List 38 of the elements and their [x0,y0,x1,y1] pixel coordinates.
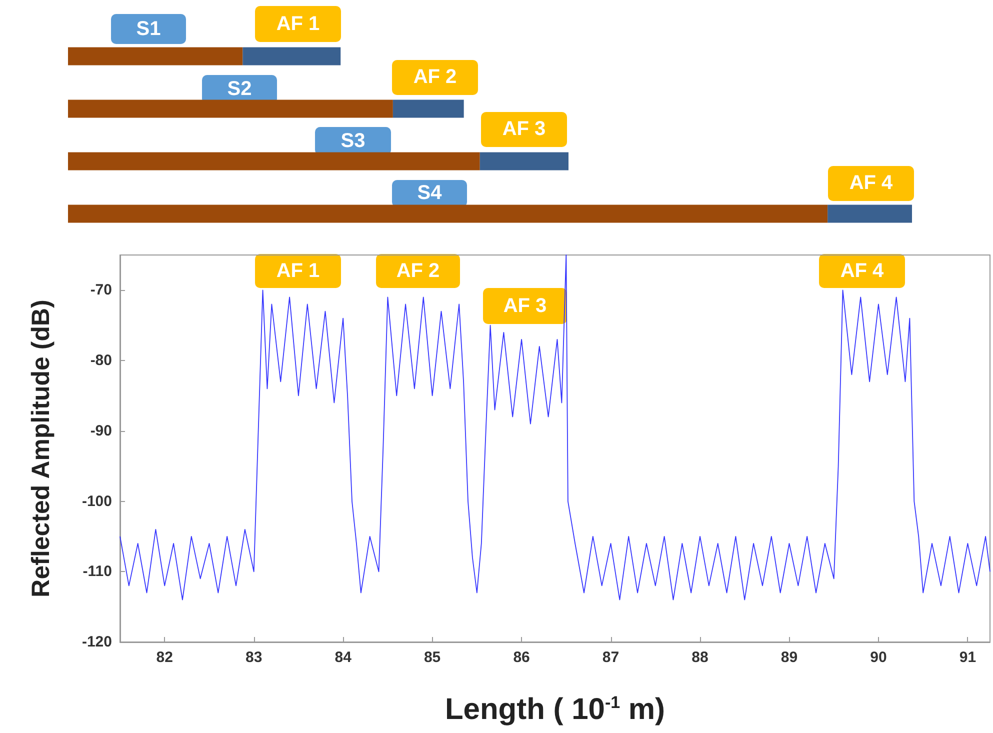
bar [68,204,828,223]
x-tick-label: 89 [780,649,798,666]
x-tick-label: 84 [334,649,352,666]
x-tick-label: 90 [870,649,887,666]
annotation: AF 3 [483,288,567,324]
x-tick-label: 91 [959,649,976,666]
annotation: AF 1 [255,254,341,288]
bar [242,47,341,66]
annotation: AF 2 [376,254,460,288]
y-tick-label: -70 [90,282,112,299]
bar [480,152,568,170]
annotation: S4 [392,180,467,207]
annotation: AF 4 [828,166,914,201]
bar [828,204,912,223]
x-tick-label: 87 [602,649,620,666]
annotation: S2 [202,75,277,104]
annotation: AF 3 [481,112,567,147]
bar [68,152,480,170]
y-tick-label: -90 [90,422,112,440]
annotation: AF 1 [255,6,341,42]
x-tick-label: 85 [424,649,441,666]
bar [68,47,243,66]
y-tick-label: -110 [82,563,112,580]
y-tick-label: -80 [90,352,112,370]
annotation: S3 [315,127,391,155]
x-tick-label: 88 [692,649,708,666]
bar [392,100,464,118]
annotation: S1 [111,14,186,44]
line-series [120,254,990,600]
bar [68,100,393,118]
y-tick-label: -100 [82,492,112,510]
y-axis-title: Reflected Amplitude (dB) [27,300,55,598]
y-tick-label: -120 [82,634,112,650]
x-tick-label: 82 [156,649,173,666]
annotation: AF 4 [819,254,905,288]
x-tick-label: 86 [513,649,530,666]
x-tick-label: 83 [246,649,262,666]
annotation: AF 2 [392,60,478,95]
